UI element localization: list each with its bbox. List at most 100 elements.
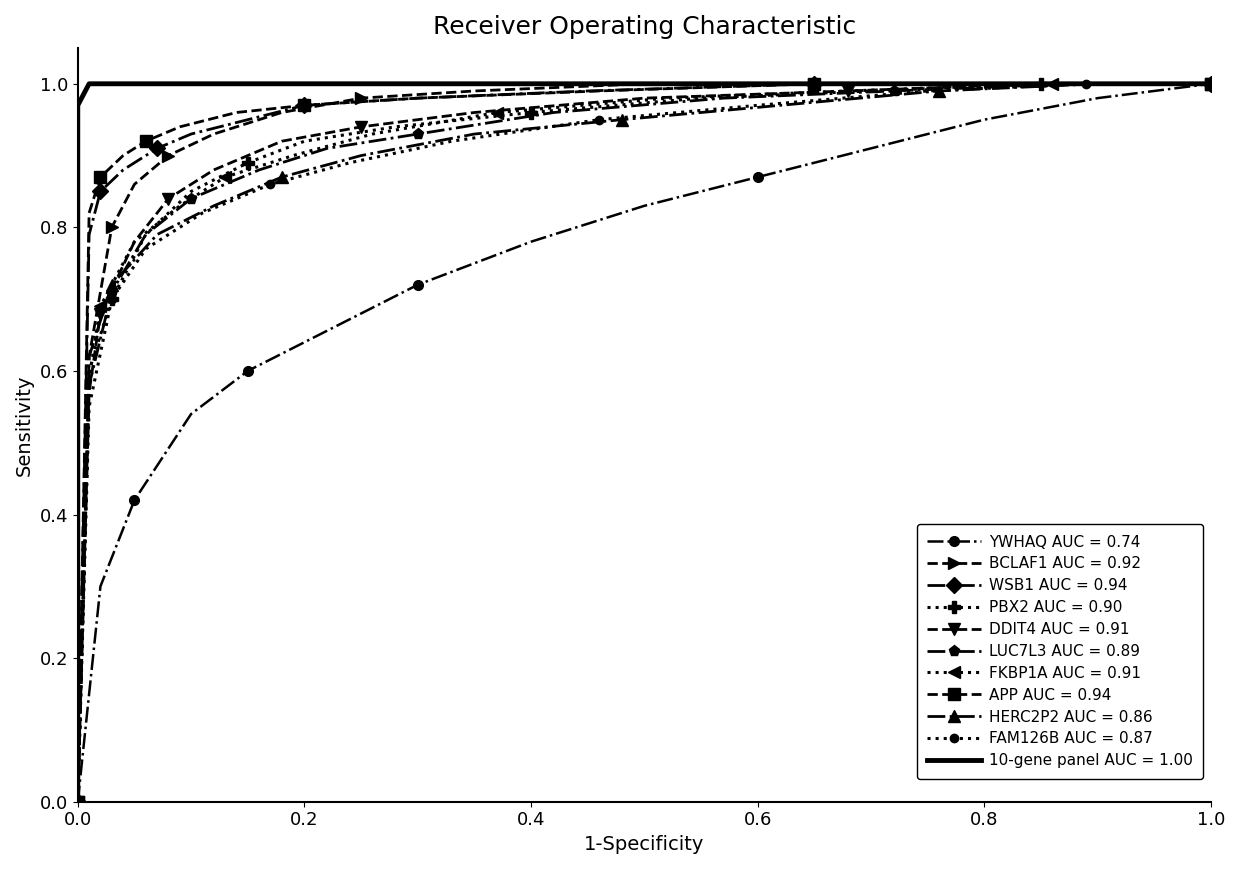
FAM126B AUC = 0.87 (139, 243, 154, 254)
DDIT4 AUC = 0.91 (353, 122, 368, 132)
HERC2P2 AUC = 0.86 (150, 229, 165, 240)
HERC2P2 AUC = 0.86 (931, 86, 946, 96)
Title: Receiver Operating Characteristic: Receiver Operating Characteristic (433, 15, 856, 39)
YWHAQ AUC = 0.74 (71, 797, 86, 807)
Line: PBX2 AUC = 0.90: PBX2 AUC = 0.90 (78, 83, 1210, 802)
FAM126B AUC = 0.87 (71, 797, 86, 807)
FAM126B AUC = 0.87 (920, 86, 935, 96)
10-gene panel AUC = 1.00 (93, 78, 108, 89)
YWHAQ AUC = 0.74 (523, 236, 538, 247)
APP AUC = 0.94 (115, 150, 130, 161)
APP AUC = 0.94 (71, 797, 86, 807)
WSB1 AUC = 0.94 (1203, 78, 1218, 89)
YWHAQ AUC = 0.74 (750, 172, 765, 182)
Line: DDIT4 AUC = 0.91: DDIT4 AUC = 0.91 (78, 83, 1210, 802)
APP AUC = 0.94 (82, 208, 97, 218)
DDIT4 AUC = 0.91 (1203, 78, 1218, 89)
HERC2P2 AUC = 0.86 (773, 100, 787, 110)
FKBP1A AUC = 0.91 (490, 107, 505, 117)
Line: BCLAF1 AUC = 0.92: BCLAF1 AUC = 0.92 (78, 83, 1210, 802)
DDIT4 AUC = 0.91 (93, 308, 108, 319)
PBX2 AUC = 0.90 (296, 136, 311, 147)
LUC7L3 AUC = 0.89 (139, 229, 154, 240)
FAM126B AUC = 0.87 (342, 157, 357, 168)
PBX2 AUC = 0.90 (139, 229, 154, 240)
YWHAQ AUC = 0.74 (1090, 93, 1105, 103)
APP AUC = 0.94 (591, 86, 606, 96)
FKBP1A AUC = 0.91 (82, 373, 97, 383)
FKBP1A AUC = 0.91 (841, 86, 856, 96)
Line: APP AUC = 0.94: APP AUC = 0.94 (78, 83, 1210, 802)
FKBP1A AUC = 0.91 (1045, 78, 1060, 89)
WSB1 AUC = 0.94 (71, 797, 86, 807)
DDIT4 AUC = 0.91 (274, 136, 289, 147)
DDIT4 AUC = 0.91 (82, 388, 97, 398)
YWHAQ AUC = 0.74 (126, 495, 141, 506)
Line: HERC2P2 AUC = 0.86: HERC2P2 AUC = 0.86 (78, 83, 1210, 802)
HERC2P2 AUC = 0.86 (467, 129, 482, 139)
FKBP1A AUC = 0.91 (1203, 78, 1218, 89)
WSB1 AUC = 0.94 (241, 115, 255, 125)
APP AUC = 0.94 (807, 78, 822, 89)
WSB1 AUC = 0.94 (807, 78, 822, 89)
YWHAQ AUC = 0.74 (410, 280, 425, 290)
BCLAF1 AUC = 0.92 (71, 797, 86, 807)
YWHAQ AUC = 0.74 (1203, 78, 1218, 89)
10-gene panel AUC = 1.00 (71, 100, 86, 110)
DDIT4 AUC = 0.91 (206, 165, 221, 176)
FAM126B AUC = 0.87 (444, 136, 459, 147)
Line: FAM126B AUC = 0.87: FAM126B AUC = 0.87 (78, 83, 1210, 802)
BCLAF1 AUC = 0.92 (807, 78, 822, 89)
FKBP1A AUC = 0.91 (660, 93, 675, 103)
BCLAF1 AUC = 0.92 (467, 86, 482, 96)
BCLAF1 AUC = 0.92 (274, 107, 289, 117)
BCLAF1 AUC = 0.92 (104, 222, 119, 233)
Line: FKBP1A AUC = 0.91: FKBP1A AUC = 0.91 (78, 83, 1210, 802)
FKBP1A AUC = 0.91 (285, 150, 300, 161)
X-axis label: 1-Specificity: 1-Specificity (584, 835, 704, 854)
Y-axis label: Sensitivity: Sensitivity (15, 374, 33, 475)
PBX2 AUC = 0.90 (104, 294, 119, 304)
APP AUC = 0.94 (172, 122, 187, 132)
BCLAF1 AUC = 0.92 (206, 129, 221, 139)
HERC2P2 AUC = 0.86 (614, 115, 629, 125)
Line: YWHAQ AUC = 0.74: YWHAQ AUC = 0.74 (78, 83, 1210, 802)
LUC7L3 AUC = 0.89 (184, 194, 198, 204)
YWHAQ AUC = 0.74 (184, 408, 198, 419)
BCLAF1 AUC = 0.92 (977, 78, 992, 89)
PBX2 AUC = 0.90 (241, 157, 255, 168)
FAM126B AUC = 0.87 (263, 179, 278, 189)
LUC7L3 AUC = 0.89 (717, 93, 732, 103)
LUC7L3 AUC = 0.89 (410, 129, 425, 139)
LUC7L3 AUC = 0.89 (1068, 78, 1083, 89)
APP AUC = 0.94 (93, 172, 108, 182)
BCLAF1 AUC = 0.92 (1203, 78, 1218, 89)
BCLAF1 AUC = 0.92 (82, 351, 97, 362)
HERC2P2 AUC = 0.86 (1203, 78, 1218, 89)
FKBP1A AUC = 0.91 (218, 172, 233, 182)
BCLAF1 AUC = 0.92 (637, 78, 652, 89)
FAM126B AUC = 0.87 (591, 115, 606, 125)
FAM126B AUC = 0.87 (104, 294, 119, 304)
WSB1 AUC = 0.94 (580, 86, 595, 96)
FKBP1A AUC = 0.91 (365, 129, 379, 139)
DDIT4 AUC = 0.91 (161, 194, 176, 204)
HERC2P2 AUC = 0.86 (1090, 78, 1105, 89)
WSB1 AUC = 0.94 (115, 165, 130, 176)
FAM126B AUC = 0.87 (1203, 78, 1218, 89)
WSB1 AUC = 0.94 (296, 100, 311, 110)
WSB1 AUC = 0.94 (184, 129, 198, 139)
DDIT4 AUC = 0.91 (841, 86, 856, 96)
LUC7L3 AUC = 0.89 (546, 107, 560, 117)
DDIT4 AUC = 0.91 (126, 236, 141, 247)
PBX2 AUC = 0.90 (693, 93, 708, 103)
LUC7L3 AUC = 0.89 (71, 797, 86, 807)
WSB1 AUC = 0.94 (150, 143, 165, 154)
FKBP1A AUC = 0.91 (71, 797, 86, 807)
PBX2 AUC = 0.90 (388, 122, 403, 132)
DDIT4 AUC = 0.91 (1033, 78, 1048, 89)
DDIT4 AUC = 0.91 (637, 93, 652, 103)
PBX2 AUC = 0.90 (1033, 78, 1048, 89)
PBX2 AUC = 0.90 (82, 401, 97, 412)
APP AUC = 0.94 (410, 93, 425, 103)
